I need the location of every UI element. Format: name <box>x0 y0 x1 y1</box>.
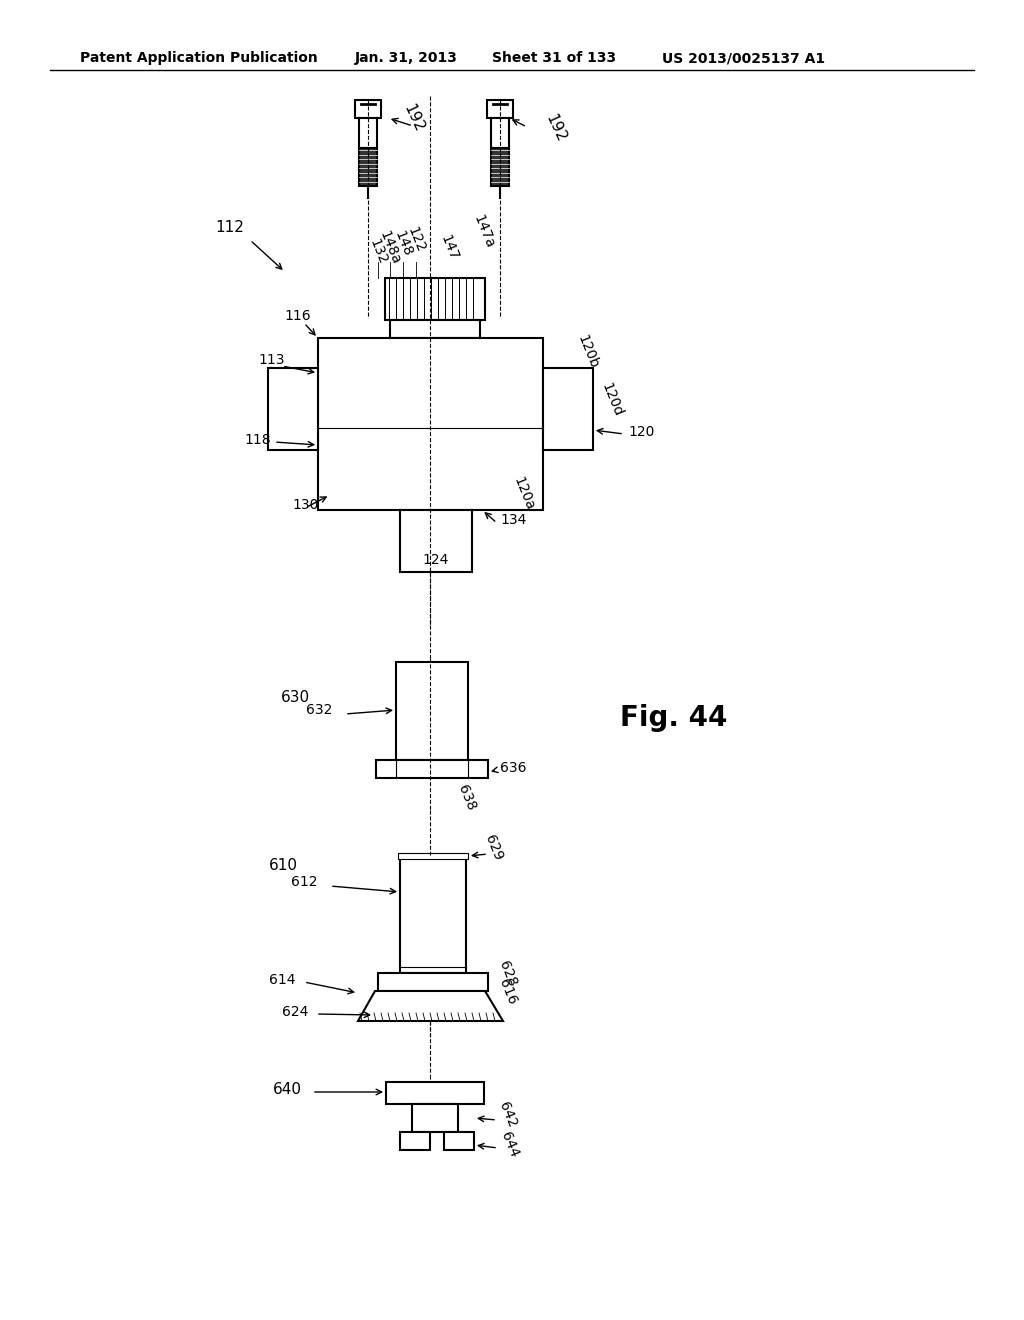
Text: 148a: 148a <box>377 230 403 267</box>
Text: 120d: 120d <box>599 381 625 418</box>
Text: 632: 632 <box>305 704 332 717</box>
Text: 147a: 147a <box>471 213 497 251</box>
Text: 120: 120 <box>628 425 654 440</box>
Text: Patent Application Publication: Patent Application Publication <box>80 51 317 65</box>
Text: Fig. 44: Fig. 44 <box>620 704 727 733</box>
Bar <box>396 663 468 760</box>
Text: 628: 628 <box>497 960 519 989</box>
Bar <box>318 338 543 510</box>
Bar <box>490 148 509 186</box>
Bar <box>490 117 509 148</box>
Bar <box>268 368 318 450</box>
Text: 640: 640 <box>273 1082 302 1097</box>
Text: Sheet 31 of 133: Sheet 31 of 133 <box>492 51 616 65</box>
Bar <box>398 853 468 859</box>
Bar <box>400 855 466 973</box>
Bar <box>355 100 381 117</box>
Text: 148: 148 <box>391 230 415 259</box>
Text: 612: 612 <box>292 875 318 888</box>
Text: 610: 610 <box>269 858 298 874</box>
Text: 118: 118 <box>245 433 271 447</box>
Text: Jan. 31, 2013: Jan. 31, 2013 <box>355 51 458 65</box>
Text: 132: 132 <box>367 238 389 267</box>
Bar <box>385 279 485 319</box>
Bar <box>359 117 377 148</box>
Text: 116: 116 <box>285 309 311 323</box>
Bar <box>543 368 593 450</box>
Text: US 2013/0025137 A1: US 2013/0025137 A1 <box>662 51 825 65</box>
Text: 644: 644 <box>499 1130 521 1160</box>
Bar <box>444 1133 474 1150</box>
Text: 120a: 120a <box>511 475 537 513</box>
Text: 130: 130 <box>292 498 318 512</box>
Bar <box>378 973 488 991</box>
Bar <box>359 148 377 186</box>
Text: 192: 192 <box>401 102 427 135</box>
Bar <box>376 760 488 777</box>
Text: 120b: 120b <box>574 333 601 371</box>
Text: 630: 630 <box>281 690 310 705</box>
Text: 147: 147 <box>437 234 461 263</box>
Text: 636: 636 <box>500 762 526 775</box>
Text: 192: 192 <box>543 112 569 144</box>
Text: 112: 112 <box>216 220 245 235</box>
Text: 624: 624 <box>282 1005 308 1019</box>
Text: 638: 638 <box>456 783 478 813</box>
Text: 614: 614 <box>269 973 296 987</box>
Text: 134: 134 <box>500 513 526 527</box>
Bar <box>400 1133 430 1150</box>
Text: 124: 124 <box>423 553 450 568</box>
Polygon shape <box>358 991 503 1020</box>
Bar <box>487 100 513 117</box>
Bar <box>386 1082 484 1104</box>
Bar <box>412 1104 458 1133</box>
Text: 113: 113 <box>259 352 286 367</box>
Text: 642: 642 <box>497 1100 519 1130</box>
Bar <box>400 510 472 572</box>
Bar <box>390 319 480 338</box>
Text: 629: 629 <box>482 833 506 863</box>
Text: 122: 122 <box>404 226 427 255</box>
Text: 616: 616 <box>497 977 519 1007</box>
